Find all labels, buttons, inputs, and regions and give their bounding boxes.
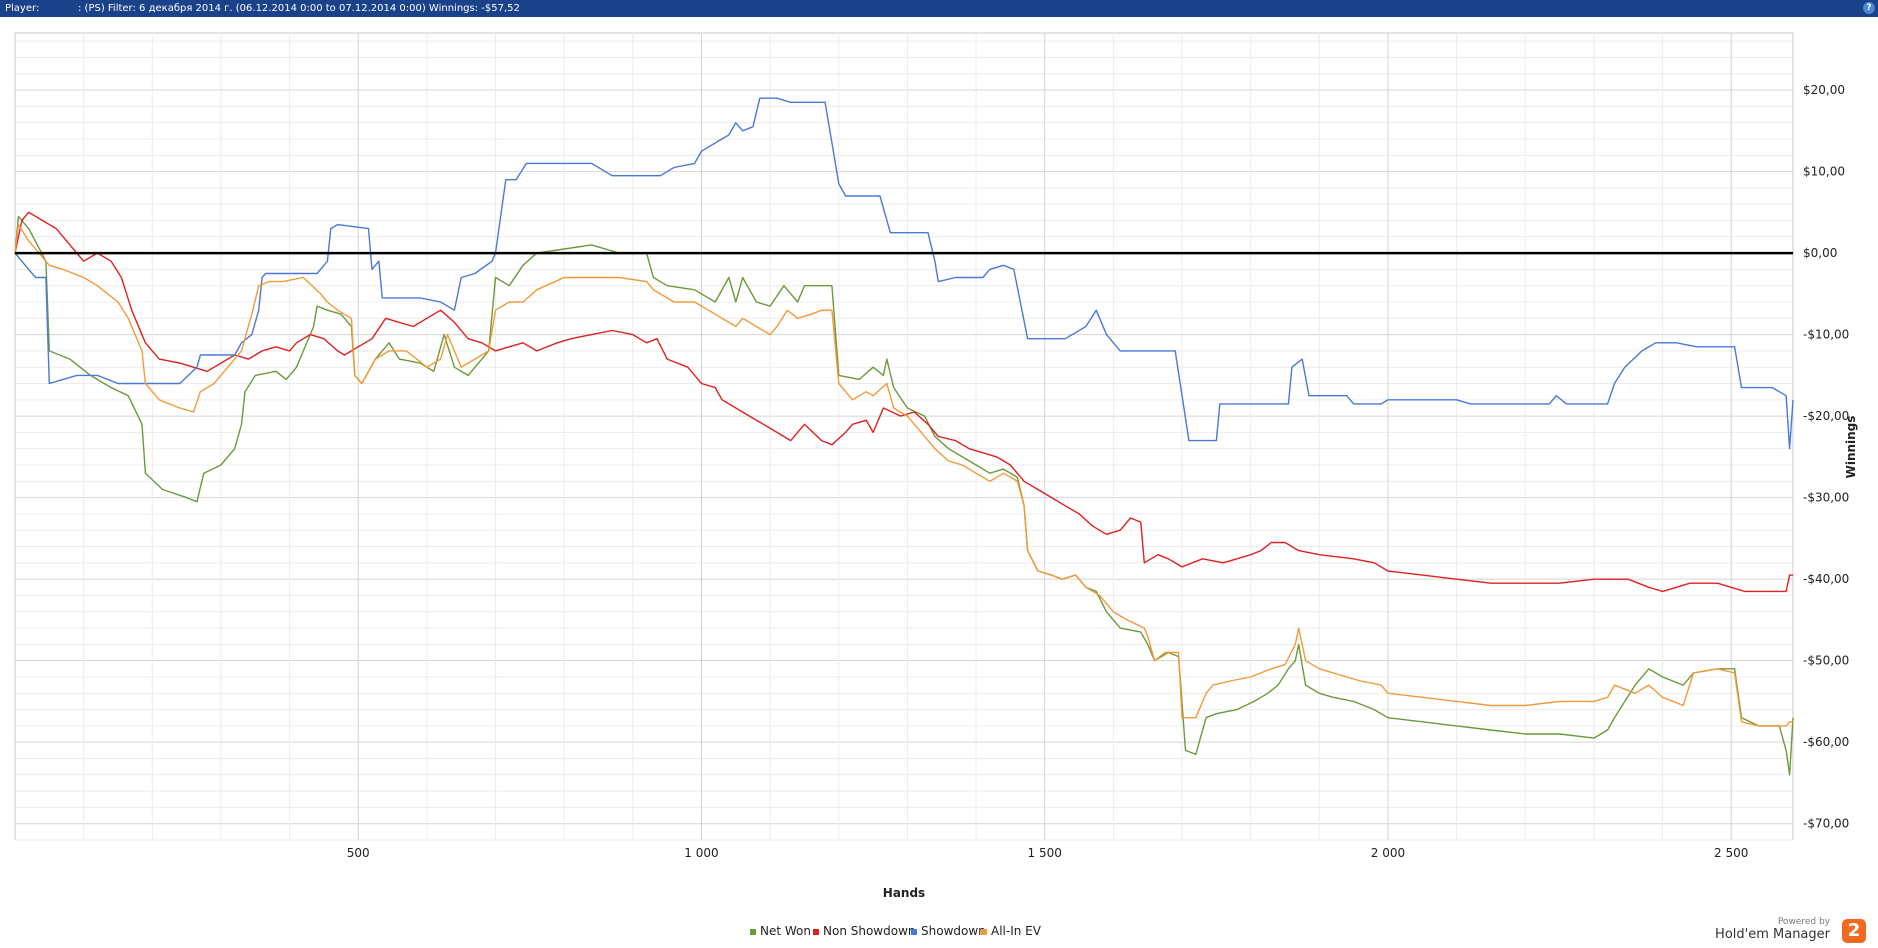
y-tick-label: $10,00: [1803, 165, 1845, 179]
x-tick-label: 1 000: [684, 846, 718, 860]
legend: Net Won Non Showdown Showdown All-In EV: [750, 924, 1042, 938]
hem2-logo-icon: 2: [1842, 919, 1866, 943]
y-tick-label: -$60,00: [1803, 735, 1849, 749]
legend-item: Showdown: [911, 924, 986, 938]
legend-label: Net Won: [760, 924, 811, 938]
grid: [15, 33, 1793, 841]
player-label: Player:: [5, 3, 40, 14]
y-axis-title: Winnings: [1844, 416, 1858, 479]
legend-swatch: [750, 929, 756, 935]
series-line-all-in-ev: [14, 223, 1793, 727]
winnings-chart: 500 1 000 1 500 2 000 2 500 $20,00 $10,00 $0,0…: [14, 32, 1858, 938]
x-axis-ticks: 500 1 000 1 500 2 000 2 500: [347, 846, 1749, 860]
legend-item: Non Showdown: [813, 924, 916, 938]
powered-by-label: Powered by: [1777, 917, 1830, 927]
brand-name: Hold'em Manager: [1715, 927, 1830, 942]
y-tick-label: -$10,00: [1803, 328, 1849, 342]
series-line-non-showdown: [14, 211, 1793, 593]
title-bar: Player: : (PS) Filter: 6 декабря 2014 г.…: [0, 0, 1878, 17]
help-icon[interactable]: ?: [1863, 2, 1875, 14]
y-axis-ticks: $20,00 $10,00 $0,00 -$10,00 -$20,00 -$30,00 -$…: [1803, 83, 1849, 831]
legend-swatch: [813, 929, 819, 935]
legend-label: Showdown: [921, 924, 986, 938]
x-tick-label: 1 500: [1028, 846, 1062, 860]
legend-label: All-In EV: [991, 924, 1042, 938]
x-tick-label: 2 000: [1371, 846, 1405, 860]
y-tick-label: $20,00: [1803, 83, 1845, 97]
legend-item: All-In EV: [981, 924, 1042, 938]
y-tick-label: -$50,00: [1803, 654, 1849, 668]
plot-area: [14, 32, 1794, 841]
filter-info: : (PS) Filter: 6 декабря 2014 г. (06.12.…: [78, 3, 520, 14]
y-tick-label: $0,00: [1803, 246, 1837, 260]
x-tick-label: 2 500: [1714, 846, 1748, 860]
series-line-net-won: [14, 215, 1794, 776]
y-tick-label: -$30,00: [1803, 491, 1849, 505]
x-axis-title: Hands: [883, 886, 925, 900]
series-layer: [14, 97, 1794, 776]
legend-label: Non Showdown: [823, 924, 916, 938]
x-tick-label: 500: [347, 846, 370, 860]
legend-swatch: [911, 929, 917, 935]
y-tick-label: -$20,00: [1803, 409, 1849, 423]
y-tick-label: -$40,00: [1803, 572, 1849, 586]
legend-item: Net Won: [750, 924, 811, 938]
legend-swatch: [981, 929, 987, 935]
branding: Powered by Hold'em Manager: [1715, 917, 1830, 942]
y-tick-label: -$70,00: [1803, 817, 1849, 831]
series-line-showdown: [14, 97, 1794, 450]
